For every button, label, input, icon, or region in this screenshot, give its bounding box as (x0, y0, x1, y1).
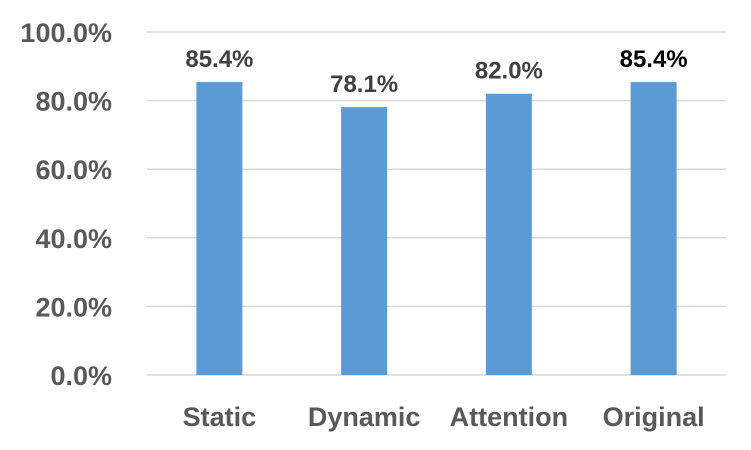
bars (196, 82, 677, 376)
x-category-label: Static (183, 402, 257, 432)
bar-original (630, 82, 677, 375)
grid-layer (147, 31, 726, 376)
data-label-static: 85.4% (185, 46, 253, 73)
y-axis-ticks: 0.0% 20.0% 40.0% 60.0% 80.0% 100.0% (20, 18, 112, 391)
bar-attention (485, 93, 532, 376)
y-tick-label: 20.0% (35, 292, 112, 322)
y-tick-label: 100.0% (20, 18, 112, 48)
x-category-label: Original (603, 402, 705, 432)
data-labels: 85.4% 78.1% 82.0% 85.4% (185, 46, 687, 98)
x-category-label: Dynamic (308, 402, 421, 432)
y-tick-label: 0.0% (50, 361, 112, 391)
y-tick-label: 60.0% (35, 155, 112, 185)
bar-dynamic (341, 107, 388, 375)
y-tick-label: 80.0% (35, 87, 112, 117)
data-label-attention: 82.0% (475, 58, 543, 85)
bar-static (196, 82, 243, 375)
x-category-label: Attention (450, 402, 568, 432)
data-label-dynamic: 78.1% (330, 71, 398, 98)
y-tick-label: 40.0% (35, 224, 112, 254)
data-label-original: 85.4% (620, 46, 688, 73)
x-axis-categories: Static Dynamic Attention Original (183, 402, 705, 432)
